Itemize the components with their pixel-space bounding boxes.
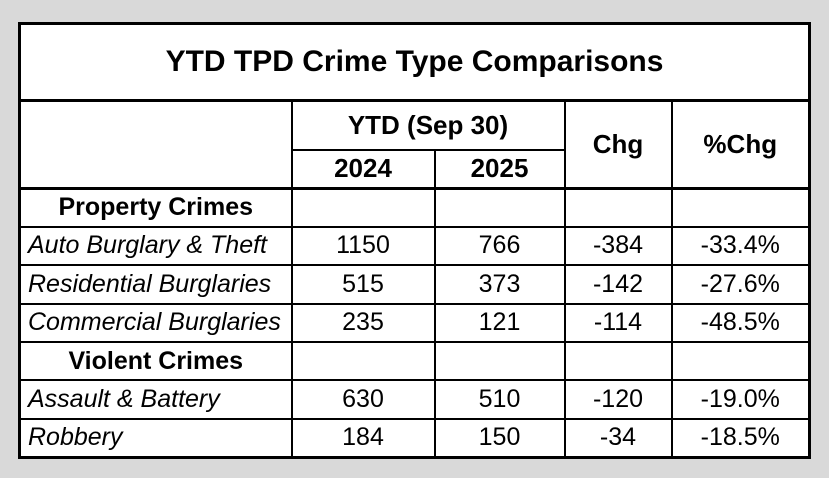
row-label: Commercial Burglaries	[18, 302, 293, 344]
cell-ytd-2025: 510	[433, 379, 566, 420]
cell-ytd-2025: 150	[433, 417, 566, 459]
header-row-years: 2024 2025	[20, 148, 810, 190]
corner-empty-cell	[18, 99, 293, 190]
cell-ytd-2025: 766	[433, 225, 566, 267]
cell-pchg: -48.5%	[670, 302, 811, 344]
table-row-auto-burglary: Auto Burglary & Theft 1150 766 -384 -33.…	[18, 225, 811, 267]
column-header-chg: Chg	[563, 99, 673, 190]
section-name: Property Crimes	[18, 187, 293, 228]
cell-chg: -120	[563, 379, 673, 420]
cell-ytd-2024: 235	[290, 302, 436, 344]
cell-pchg: -18.5%	[670, 417, 811, 459]
empty-cell	[433, 187, 566, 228]
header-row-group: YTD (Sep 30) Chg %Chg	[18, 99, 811, 190]
cell-ytd-2024: 1150	[290, 225, 436, 267]
column-header-pchg: %Chg	[670, 99, 811, 190]
empty-cell	[433, 340, 566, 382]
row-label: Auto Burglary & Theft	[18, 225, 293, 267]
row-label: Residential Burglaries	[18, 264, 293, 305]
empty-cell	[290, 340, 436, 382]
section-row-property-crimes: Property Crimes	[18, 187, 811, 228]
column-header-2025: 2025	[433, 148, 566, 190]
cell-chg: -34	[563, 417, 673, 459]
cell-ytd-2024: 515	[290, 264, 436, 305]
table-row-commercial-burglaries: Commercial Burglaries 235 121 -114 -48.5…	[18, 302, 811, 344]
cell-chg: -384	[563, 225, 673, 267]
empty-cell	[563, 187, 673, 228]
section-row-violent-crimes: Violent Crimes	[18, 340, 811, 382]
cell-chg: -142	[563, 264, 673, 305]
page-title: YTD TPD Crime Type Comparisons	[18, 22, 811, 102]
cell-pchg: -27.6%	[670, 264, 811, 305]
cell-ytd-2024: 184	[290, 417, 436, 459]
column-group-header-ytd: YTD (Sep 30)	[290, 99, 566, 151]
cell-ytd-2025: 121	[433, 302, 566, 344]
cell-ytd-2025: 373	[433, 264, 566, 305]
empty-cell	[670, 187, 811, 228]
empty-cell	[670, 340, 811, 382]
cell-pchg: -33.4%	[670, 225, 811, 267]
title-row: YTD TPD Crime Type Comparisons	[18, 22, 811, 102]
table-row-residential-burglaries: Residential Burglaries 515 373 -142 -27.…	[18, 264, 811, 305]
cell-ytd-2024: 630	[290, 379, 436, 420]
empty-cell	[290, 187, 436, 228]
row-label: Robbery	[18, 417, 293, 459]
column-header-2024: 2024	[290, 148, 436, 190]
cell-pchg: -19.0%	[670, 379, 811, 420]
cell-chg: -114	[563, 302, 673, 344]
section-name: Violent Crimes	[18, 340, 293, 382]
crime-comparison-table: YTD TPD Crime Type Comparisons YTD (Sep …	[18, 22, 812, 459]
row-label: Assault & Battery	[18, 379, 293, 420]
table-row-assault-battery: Assault & Battery 630 510 -120 -19.0%	[18, 379, 811, 420]
empty-cell	[563, 340, 673, 382]
table-row-robbery: Robbery 184 150 -34 -18.5%	[18, 417, 811, 459]
